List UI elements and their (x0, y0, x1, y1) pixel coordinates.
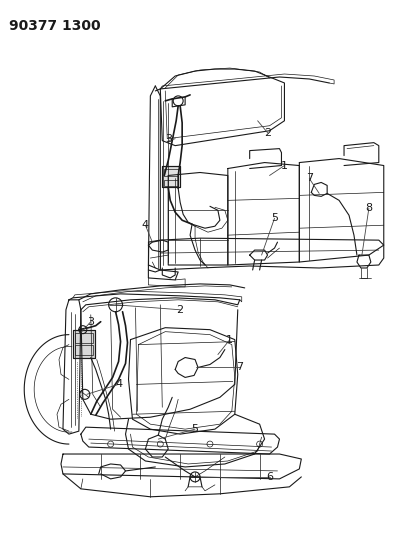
Text: 4: 4 (142, 220, 149, 230)
Text: 1: 1 (281, 160, 288, 171)
Text: 5: 5 (192, 424, 199, 434)
Text: 4: 4 (115, 379, 122, 390)
Text: 3: 3 (87, 317, 94, 327)
Bar (73, 330, 95, 358)
Text: 2: 2 (264, 128, 271, 138)
Text: 8: 8 (365, 203, 372, 213)
Text: 3: 3 (165, 134, 172, 144)
Bar (164, 168, 178, 176)
Bar (164, 181, 178, 187)
Text: 7: 7 (306, 173, 313, 183)
Bar (73, 330, 95, 358)
Text: 7: 7 (236, 362, 243, 373)
Text: 6: 6 (266, 472, 273, 482)
Text: 5: 5 (271, 213, 278, 223)
Bar (75, 345, 93, 354)
Bar (162, 166, 180, 188)
Bar (162, 166, 180, 188)
Bar (75, 333, 93, 343)
Text: 90377 1300: 90377 1300 (9, 19, 101, 33)
Text: 2: 2 (177, 305, 184, 315)
Text: 1: 1 (226, 335, 233, 345)
